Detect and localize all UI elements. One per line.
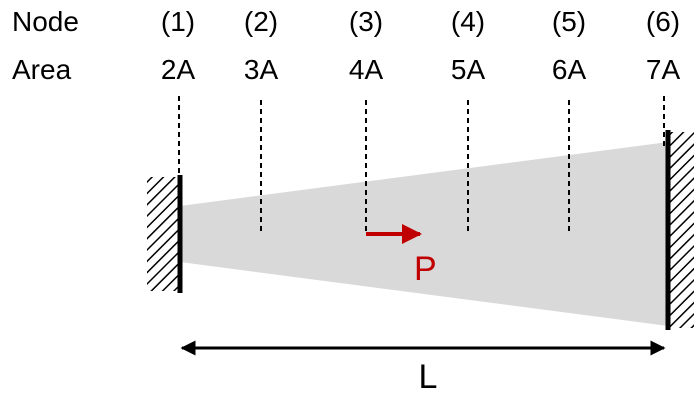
node-area-4: 5A xyxy=(450,54,486,85)
node-label-3: (3) xyxy=(348,6,384,37)
node-area-3: 4A xyxy=(348,54,384,85)
node-label-1: (1) xyxy=(160,6,196,37)
node-label-2: (2) xyxy=(243,6,279,37)
node-area-1: 2A xyxy=(160,54,196,85)
node-label-6: (6) xyxy=(645,6,681,37)
left-wall-hatch xyxy=(147,177,179,291)
node-header: Node xyxy=(12,6,79,37)
length-label-l: L xyxy=(418,358,438,396)
node-area-5: 6A xyxy=(551,54,587,85)
tapered-bar xyxy=(180,142,668,326)
node-label-4: (4) xyxy=(450,6,486,37)
node-label-5: (5) xyxy=(551,6,587,37)
node-area-6: 7A xyxy=(645,54,681,85)
force-label-p: P xyxy=(414,250,437,288)
node-area-2: 3A xyxy=(243,54,279,85)
area-header: Area xyxy=(12,54,72,85)
right-wall-hatch xyxy=(670,132,694,328)
